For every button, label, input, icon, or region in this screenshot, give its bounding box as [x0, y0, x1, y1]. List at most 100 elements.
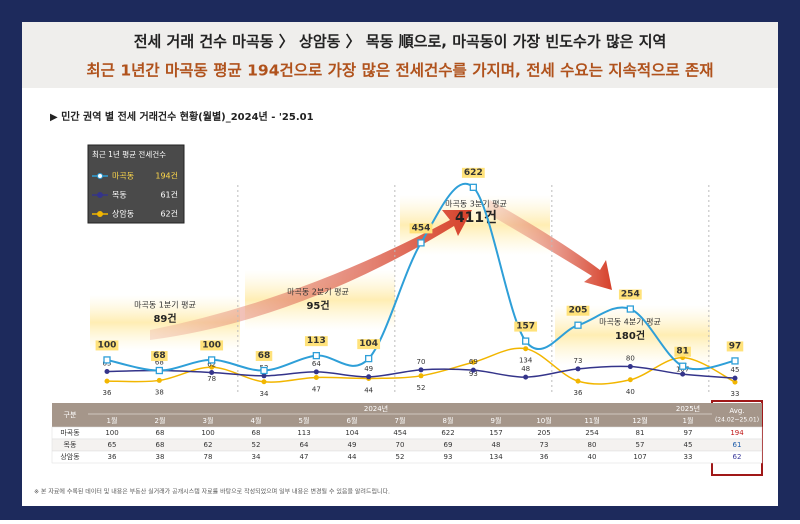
header-band [22, 22, 778, 88]
data-label: 68 [155, 359, 164, 367]
label-bg [304, 336, 328, 347]
data-label: 47 [312, 385, 321, 393]
data-label: 113 [307, 336, 326, 346]
point [574, 321, 582, 329]
point [627, 377, 633, 383]
data-label: 73 [574, 357, 583, 365]
month-header: 10월 [536, 416, 551, 425]
point [732, 379, 738, 385]
point [680, 371, 686, 377]
point [731, 357, 739, 365]
data-label: 254 [621, 290, 640, 300]
annotation-value: 95건 [306, 299, 329, 312]
legend-title: 최근 1년 평균 전세건수 [92, 149, 166, 159]
data-label: 49 [364, 365, 373, 373]
table-cell: 113 [297, 429, 310, 437]
point [260, 366, 268, 375]
legend-marker [97, 173, 103, 179]
row-label: 상암동 [60, 452, 80, 461]
arrow [485, 200, 612, 290]
data-label: 48 [521, 365, 530, 373]
table-cell: 97 [684, 429, 693, 437]
data-label: 34 [260, 390, 269, 398]
table-cell: 69 [444, 441, 453, 449]
point [575, 378, 581, 384]
table-cell: 33 [684, 453, 693, 461]
table-cell: 157 [489, 429, 502, 437]
year-header: 2024년 [364, 404, 388, 413]
table-cell: 36 [108, 453, 117, 461]
table-cell: 49 [348, 441, 357, 449]
point [470, 359, 476, 365]
point [418, 373, 424, 379]
data-label: 36 [103, 389, 112, 397]
annotation-value: 180건 [615, 329, 645, 342]
data-label: 622 [464, 168, 483, 178]
month-header: 12월 [632, 416, 647, 425]
data-label: 205 [569, 306, 588, 316]
table-cell: 622 [441, 429, 454, 437]
data-label: 157 [516, 322, 535, 332]
table-cell: 48 [492, 441, 501, 449]
annotation-text: 마곡동 2분기 평균 [287, 287, 349, 297]
month-header: 2월 [155, 416, 166, 425]
table-cell: 93 [444, 453, 453, 461]
table-cell: 68 [252, 429, 261, 437]
label-bg [409, 223, 433, 234]
data-label: 69 [469, 358, 478, 366]
data-label: 70 [417, 358, 426, 366]
annotation-value: 411건 [455, 209, 497, 226]
table-cell: 73 [540, 441, 549, 449]
table-cell: 64 [300, 441, 309, 449]
month-header: 3월 [203, 416, 214, 425]
table-cell: 34 [252, 453, 261, 461]
data-label: 38 [155, 388, 164, 396]
table-cell: 100 [105, 429, 118, 437]
month-header: 7월 [395, 416, 406, 425]
table-cell: 68 [156, 441, 165, 449]
table-cell: 47 [300, 453, 309, 461]
table-cell: 254 [585, 429, 599, 437]
month-header: 4월 [251, 416, 262, 425]
table-cell: 57 [636, 441, 645, 449]
month-header: 6월 [347, 416, 358, 425]
label-bg [726, 341, 744, 352]
table-cell: 80 [588, 441, 597, 449]
point [104, 378, 110, 384]
data-label: 36 [574, 389, 583, 397]
table-cell: 36 [540, 453, 549, 461]
data-label: 33 [731, 390, 740, 398]
legend-name: 목동 [112, 191, 127, 200]
point [522, 337, 530, 345]
point [575, 366, 581, 372]
data-label: 97 [729, 341, 742, 351]
month-header: 11월 [584, 416, 599, 425]
annotation-text: 마곡동 1분기 평균 [134, 300, 196, 310]
year-header: 2025년 [676, 404, 700, 413]
label-bg [200, 340, 224, 351]
point [523, 374, 529, 380]
legend-name: 상암동 [112, 209, 134, 219]
label-bg [514, 321, 538, 332]
legend-marker [97, 211, 103, 217]
table-cell: 107 [633, 453, 646, 461]
point [208, 356, 216, 364]
table-cell: 62 [204, 441, 213, 449]
table-cell: 38 [156, 453, 165, 461]
label-bg [566, 305, 590, 316]
table-cell: 134 [489, 453, 503, 461]
row-label: 마곡동 [60, 428, 80, 437]
table-cell: 45 [684, 441, 693, 449]
table-cell: 52 [252, 441, 261, 449]
table-row [51, 450, 763, 464]
point [313, 369, 319, 375]
legend-avg: 62건 [160, 209, 178, 219]
point [156, 377, 162, 383]
legend-avg: 61건 [160, 190, 178, 200]
point [312, 351, 320, 360]
legend-name: 마곡동 [112, 172, 134, 181]
data-label: 62 [207, 360, 216, 368]
point [418, 367, 424, 373]
label-bg [255, 351, 273, 362]
